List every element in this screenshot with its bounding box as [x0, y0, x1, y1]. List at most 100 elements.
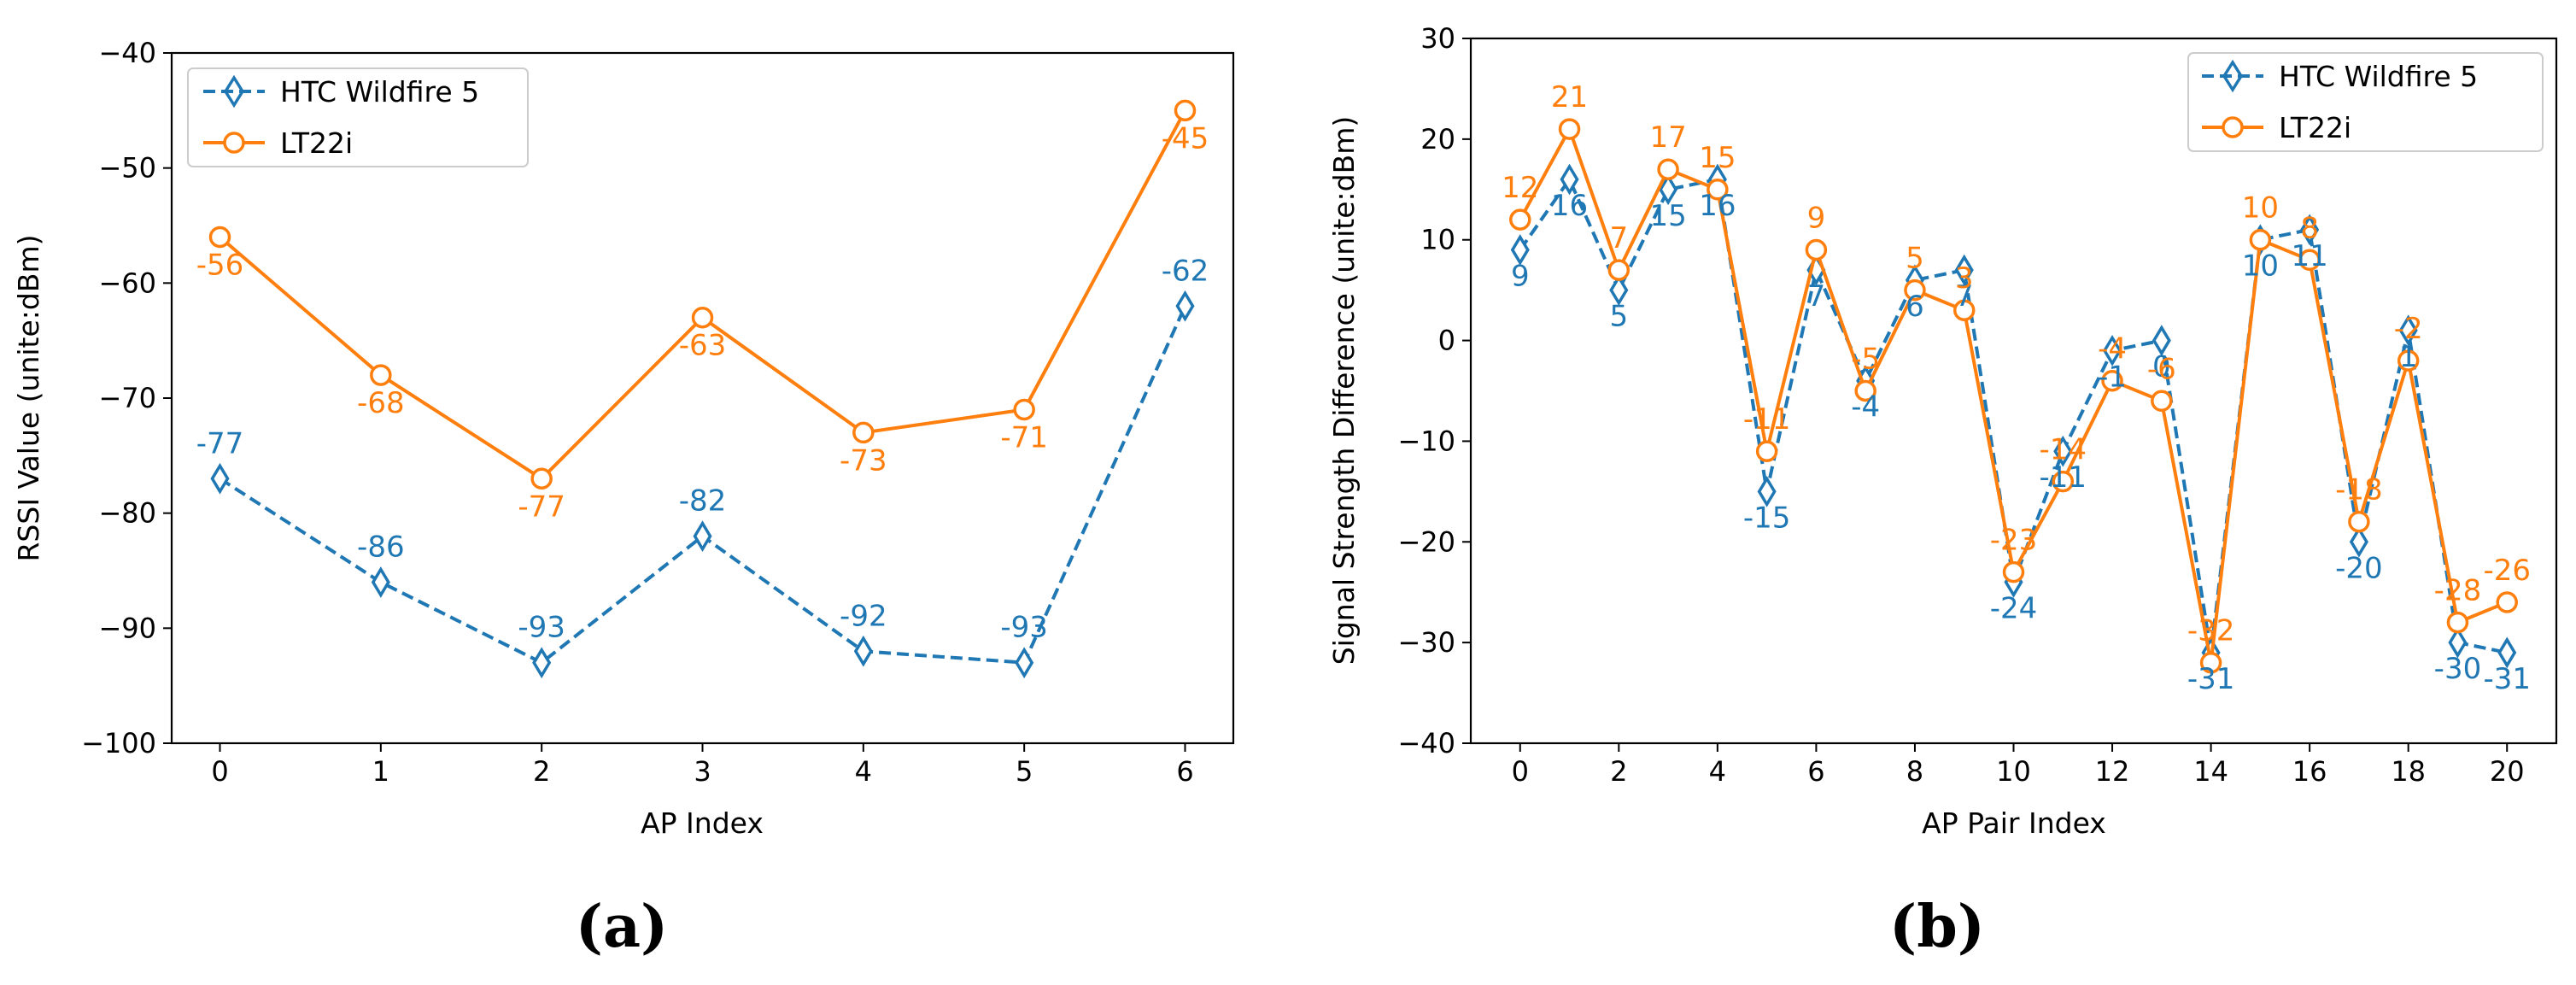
chart-b-point-lt22i [2052, 470, 2075, 493]
chart-b-point-lt22i [2249, 228, 2272, 251]
chart-a-x-tick-label: 3 [694, 755, 711, 788]
chart-b-data-label-htc: 15 [1649, 199, 1686, 233]
chart-a-data-label-htc: -93 [1000, 611, 1048, 645]
chart-b-data-label-htc: -31 [2187, 662, 2235, 696]
chart-b-data-label-htc: 11 [2292, 239, 2328, 273]
chart-a-data-label-htc: -82 [679, 484, 727, 519]
chart-b-point-htc [2497, 636, 2517, 669]
chart-b-y-tick-label: 20 [1420, 123, 1455, 155]
chart-a-point-htc [1175, 290, 1195, 322]
chart-b-panel-label: (b) [1889, 893, 1985, 961]
chart-a-y-tick-label: −70 [98, 382, 156, 414]
chart-b-x-axis-label: AP Pair Index [1922, 806, 2106, 840]
chart-b-data-label-lt22i: 12 [1502, 171, 1538, 205]
chart-a-data-label-lt22i: -71 [1000, 420, 1048, 454]
chart-a-data-label-lt22i: -45 [1162, 121, 1209, 155]
chart-b-point-lt22i [1707, 179, 1729, 201]
chart-a-data-label-lt22i: -63 [679, 329, 727, 363]
chart-a-panel-label: (a) [576, 893, 668, 961]
chart-a-x-tick-label: 5 [1016, 755, 1033, 788]
chart-a-point-lt22i [1174, 99, 1197, 122]
chart-a-point-htc [1015, 647, 1034, 679]
chart-b-point-lt22i [1607, 259, 1630, 281]
chart-b-legend: HTC Wildfire 5 LT22i [2187, 52, 2544, 152]
chart-a-y-axis-label: RSSI Value (unite:dBm) [12, 235, 45, 562]
chart-a-data-label-htc: -77 [196, 426, 244, 460]
chart-b-point-lt22i [2446, 611, 2469, 634]
chart-a-x-tick-label: 6 [1176, 755, 1193, 788]
chart-b-point-lt22i [1509, 208, 1531, 231]
chart-a-x-ticks: 0 1 2 3 4 5 6 [211, 743, 1194, 788]
chart-b-legend-box [2187, 52, 2544, 152]
chart-b-data-label-htc: 7 [1807, 279, 1826, 314]
chart-b-data-label-lt22i: -18 [2335, 473, 2383, 507]
chart-b-point-htc [2053, 435, 2073, 467]
chart-b-data-label-lt22i: -4 [2098, 332, 2127, 366]
chart-b-data-label-lt22i: 7 [1609, 221, 1628, 255]
chart-b-data-label-lt22i: 17 [1649, 120, 1686, 155]
chart-a-legend-marker-lt22i [223, 132, 245, 154]
chart-a-data-label-htc: -92 [840, 599, 887, 633]
chart-b-data-label-lt22i: 9 [1807, 202, 1826, 236]
chart-b-point-lt22i [1558, 118, 1581, 140]
chart-a-x-tick-label: 4 [855, 755, 872, 788]
chart-a-data-label-htc: -86 [357, 530, 405, 564]
chart-b-x-tick-label: 10 [1996, 755, 2031, 788]
chart-b-point-lt22i [1755, 440, 1778, 462]
chart-b-point-htc [1510, 234, 1530, 266]
chart-b-data-label-lt22i: -26 [2483, 554, 2531, 588]
chart-b-point-lt22i [2002, 560, 2025, 583]
chart-a-point-lt22i [370, 364, 392, 386]
chart-b-data-label-lt22i: -28 [2434, 574, 2482, 608]
chart-b-y-tick-label: 10 [1420, 224, 1455, 256]
chart-b-data-label-htc: 16 [1699, 189, 1736, 223]
chart-a-legend-box [187, 67, 529, 167]
chart-b-point-lt22i [1657, 158, 1679, 180]
chart-a-y-tick-label: −80 [98, 497, 156, 530]
chart-b-data-label-lt22i: 3 [1955, 261, 1974, 296]
chart-a-point-htc [532, 647, 552, 679]
chart-a-legend-marker-htc [223, 74, 245, 108]
chart-b-data-label-lt22i: -5 [1851, 343, 1880, 377]
chart-a-point-htc [210, 462, 230, 495]
chart-b-point-lt22i [2101, 369, 2123, 392]
chart-b-data-label-htc: 5 [1609, 300, 1628, 334]
chart-b-point-htc [1560, 163, 1579, 196]
chart-b-x-tick-label: 14 [2193, 755, 2228, 788]
chart-a-y-tick-label: −100 [81, 727, 156, 759]
chart-b-y-tick-label: −40 [1397, 727, 1455, 759]
chart-b-data-label-lt22i: 15 [1699, 141, 1736, 175]
chart-b-data-label-htc: -24 [1990, 591, 2038, 625]
chart-b-series [1509, 118, 2518, 674]
chart-a-data-labels: -77 -86 -93 -82 -92 -93 -62 -56 -68 -77 -63 -73 -71 -… [196, 121, 1209, 644]
chart-b-legend-marker-lt22i [2222, 116, 2244, 138]
chart-b-point-lt22i [2496, 591, 2518, 613]
chart-b-point-lt22i [2298, 249, 2321, 272]
chart-a-point-lt22i [1013, 398, 1035, 421]
chart-a-y-tick-label: −60 [98, 267, 156, 299]
chart-a-x-tick-label: 2 [533, 755, 550, 788]
chart-b-x-tick-label: 20 [2490, 755, 2525, 788]
chart-b-point-lt22i [2199, 651, 2222, 674]
chart-b-data-label-lt22i: -14 [2039, 433, 2087, 467]
chart-b-data-label-lt22i: -2 [2394, 312, 2423, 346]
chart-a-data-label-lt22i: -77 [518, 490, 565, 524]
chart-b-y-tick-label: −20 [1397, 525, 1455, 558]
chart-b-data-label-lt22i: 8 [2300, 211, 2319, 245]
chart-b-x-tick-label: 12 [2095, 755, 2130, 788]
chart-a: 0 1 2 3 4 5 6 −100 −90 −80 −70 −60 −50 −40 -77 -86 -93… [12, 37, 1235, 961]
chart-b-data-label-lt22i: -23 [1990, 524, 2038, 558]
chart-b-point-htc [2300, 214, 2320, 246]
chart-b-legend-label-lt22i: LT22i [2279, 111, 2351, 144]
chart-b-data-label-htc: -1 [2098, 360, 2127, 394]
chart-b-x-ticks: 0 2 4 6 8 10 12 14 16 18 20 [1512, 743, 2525, 788]
chart-a-point-htc [693, 520, 712, 553]
chart-a-point-lt22i [691, 306, 714, 329]
chart-b-data-label-htc: 16 [1551, 189, 1588, 223]
chart-a-legend: HTC Wildfire 5 LT22i [187, 67, 529, 167]
chart-a-data-label-lt22i: -73 [840, 443, 887, 478]
chart-b-data-label-lt22i: -32 [2187, 614, 2235, 648]
chart-b-y-tick-label: 30 [1420, 22, 1455, 55]
chart-a-x-tick-label: 0 [211, 755, 228, 788]
